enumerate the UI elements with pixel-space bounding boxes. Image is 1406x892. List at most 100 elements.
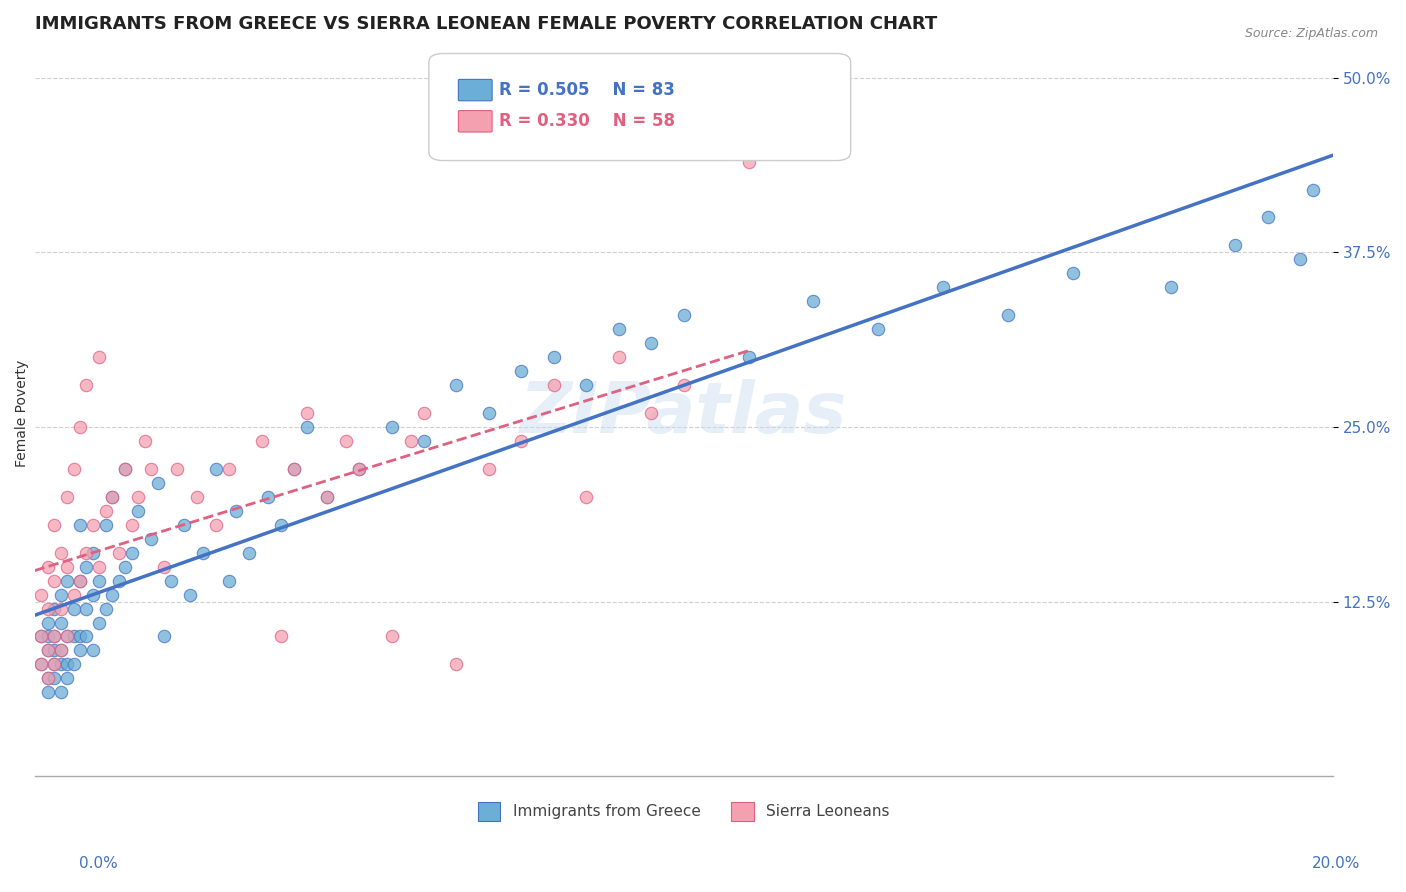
Point bbox=[446, 657, 468, 672]
Point bbox=[121, 546, 143, 560]
Point bbox=[127, 504, 149, 518]
Point bbox=[737, 350, 759, 364]
Point bbox=[478, 406, 501, 420]
Point bbox=[62, 657, 84, 672]
Point bbox=[37, 601, 59, 615]
Point bbox=[49, 657, 72, 672]
Point bbox=[56, 630, 79, 644]
Point bbox=[76, 630, 98, 644]
Point bbox=[89, 615, 111, 630]
Point bbox=[56, 559, 79, 574]
Point bbox=[575, 378, 598, 392]
Point bbox=[295, 420, 318, 434]
Y-axis label: Female Poverty: Female Poverty bbox=[15, 359, 30, 467]
Point bbox=[69, 630, 91, 644]
Point bbox=[146, 475, 169, 490]
Point bbox=[89, 350, 111, 364]
Point bbox=[49, 601, 72, 615]
Point bbox=[62, 462, 84, 476]
Point bbox=[30, 657, 52, 672]
Point bbox=[56, 490, 79, 504]
Point bbox=[62, 630, 84, 644]
Point bbox=[127, 490, 149, 504]
Point bbox=[141, 532, 163, 546]
Point bbox=[30, 630, 52, 644]
Point bbox=[56, 657, 79, 672]
Point bbox=[399, 434, 422, 448]
Point bbox=[82, 588, 104, 602]
Point bbox=[101, 490, 124, 504]
Point bbox=[283, 462, 305, 476]
Point bbox=[283, 462, 305, 476]
Point bbox=[76, 559, 98, 574]
Point bbox=[997, 308, 1019, 322]
Point bbox=[1062, 266, 1084, 280]
Text: ZIPatlas: ZIPatlas bbox=[520, 378, 848, 448]
Point bbox=[49, 615, 72, 630]
Point bbox=[153, 630, 176, 644]
Point bbox=[510, 364, 533, 378]
Point bbox=[94, 504, 117, 518]
Point bbox=[737, 154, 759, 169]
Point bbox=[607, 322, 630, 336]
Point bbox=[380, 420, 402, 434]
Point bbox=[257, 490, 280, 504]
Point bbox=[37, 643, 59, 657]
Point bbox=[30, 657, 52, 672]
Point bbox=[413, 406, 436, 420]
Point bbox=[89, 559, 111, 574]
Point bbox=[803, 294, 825, 309]
Text: 20.0%: 20.0% bbox=[1312, 856, 1360, 871]
Point bbox=[37, 643, 59, 657]
Point bbox=[69, 420, 91, 434]
Legend: Immigrants from Greece, Sierra Leoneans: Immigrants from Greece, Sierra Leoneans bbox=[471, 796, 896, 827]
Point bbox=[543, 378, 565, 392]
Point bbox=[160, 574, 183, 588]
Text: 0.0%: 0.0% bbox=[79, 856, 118, 871]
Point bbox=[42, 643, 65, 657]
Point bbox=[186, 490, 208, 504]
Point bbox=[173, 517, 195, 532]
Point bbox=[69, 517, 91, 532]
Point bbox=[446, 378, 468, 392]
Point bbox=[37, 630, 59, 644]
Point bbox=[607, 350, 630, 364]
Point bbox=[69, 574, 91, 588]
Point bbox=[42, 657, 65, 672]
Point bbox=[510, 434, 533, 448]
Point bbox=[153, 559, 176, 574]
Point bbox=[49, 685, 72, 699]
Point bbox=[56, 672, 79, 686]
Point bbox=[62, 601, 84, 615]
Point bbox=[315, 490, 337, 504]
Point bbox=[218, 462, 240, 476]
Point bbox=[932, 280, 955, 294]
Point bbox=[101, 588, 124, 602]
Point bbox=[49, 588, 72, 602]
Point bbox=[108, 546, 131, 560]
Point bbox=[218, 574, 240, 588]
Point bbox=[1289, 252, 1312, 267]
Point bbox=[37, 685, 59, 699]
Point bbox=[672, 378, 695, 392]
Point bbox=[76, 378, 98, 392]
Point bbox=[42, 672, 65, 686]
Text: IMMIGRANTS FROM GREECE VS SIERRA LEONEAN FEMALE POVERTY CORRELATION CHART: IMMIGRANTS FROM GREECE VS SIERRA LEONEAN… bbox=[35, 15, 936, 33]
Point bbox=[640, 336, 662, 351]
Point bbox=[347, 462, 370, 476]
Point bbox=[42, 630, 65, 644]
Point bbox=[76, 601, 98, 615]
Point bbox=[225, 504, 247, 518]
Point bbox=[543, 350, 565, 364]
Point bbox=[82, 517, 104, 532]
Point bbox=[76, 546, 98, 560]
Point bbox=[270, 517, 292, 532]
Text: Source: ZipAtlas.com: Source: ZipAtlas.com bbox=[1244, 27, 1378, 40]
Point bbox=[868, 322, 890, 336]
Point bbox=[69, 574, 91, 588]
Point bbox=[37, 672, 59, 686]
Point bbox=[82, 643, 104, 657]
Point bbox=[42, 630, 65, 644]
Point bbox=[82, 546, 104, 560]
Point bbox=[193, 546, 215, 560]
